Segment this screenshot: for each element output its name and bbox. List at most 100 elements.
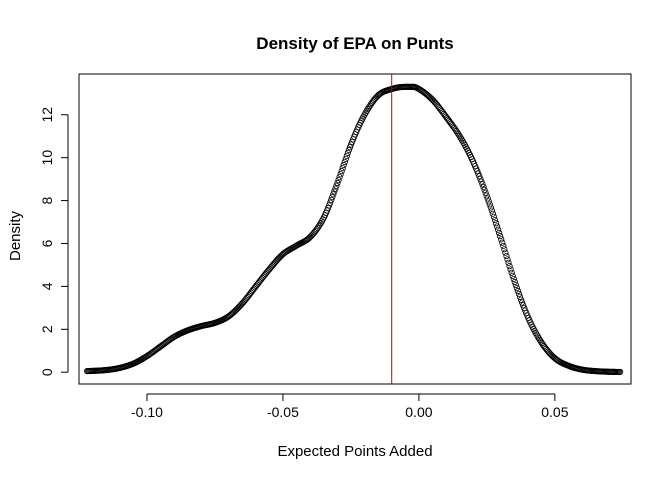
x-tick-label: 0.05: [541, 404, 568, 420]
density-point: [535, 335, 542, 342]
density-point: [501, 246, 508, 253]
density-point: [315, 223, 322, 230]
y-axis-label: Density: [7, 210, 24, 261]
density-point: [454, 129, 461, 136]
density-point: [507, 266, 514, 273]
density-point: [515, 290, 523, 298]
x-tick-label: -0.05: [267, 404, 299, 420]
density-point: [486, 201, 493, 208]
density-point: [336, 174, 343, 181]
density-point: [497, 233, 504, 240]
density-point: [233, 306, 240, 313]
density-point: [333, 182, 340, 189]
density-point: [481, 186, 488, 193]
density-point: [500, 242, 507, 250]
plot-frame: [78, 73, 632, 385]
density-point: [520, 302, 527, 309]
density-point: [503, 252, 510, 260]
x-tick-label: 0.00: [405, 404, 432, 420]
density-point: [341, 158, 348, 166]
density-point: [488, 207, 495, 214]
density-point: [343, 152, 350, 159]
density-point: [346, 144, 354, 151]
density-point: [552, 355, 559, 362]
density-point: [496, 229, 503, 237]
density-point: [477, 175, 484, 182]
density-point: [456, 132, 463, 140]
density-point: [307, 233, 314, 240]
density-point: [489, 210, 496, 217]
y-tick-label: 8: [39, 196, 55, 204]
y-tick-label: 6: [39, 239, 55, 247]
density-point: [491, 216, 499, 224]
density-point: [484, 195, 491, 202]
density-point: [485, 198, 492, 205]
density-point: [328, 196, 335, 204]
density-point: [508, 269, 515, 276]
density-point: [366, 102, 373, 109]
density-point: [479, 181, 486, 188]
density-point: [492, 220, 500, 227]
density-point: [511, 278, 518, 286]
density-point: [506, 263, 513, 270]
density-point: [547, 350, 554, 357]
y-tick-label: 0: [39, 368, 55, 376]
axes: -0.10 -0.05 0.00 0.05 0 2 4 6 8 10 12: [39, 107, 569, 420]
density-point: [513, 284, 520, 292]
density-point: [334, 179, 341, 187]
density-point: [339, 164, 346, 172]
density-point: [512, 281, 519, 289]
density-point: [232, 307, 239, 314]
density-point: [537, 338, 544, 345]
density-point: [482, 189, 489, 196]
density-point: [499, 239, 506, 246]
density-point: [505, 259, 512, 266]
density-point: [455, 131, 462, 138]
y-tick-label: 12: [39, 107, 55, 123]
density-point: [516, 293, 524, 300]
density-point: [536, 336, 543, 343]
density-point: [344, 149, 351, 156]
density-point: [332, 185, 339, 192]
density-point: [342, 155, 349, 162]
density-points: [84, 74, 624, 384]
density-point: [364, 106, 371, 113]
plot-area: [78, 73, 632, 385]
y-tick-label: 4: [39, 282, 55, 290]
density-point: [326, 202, 333, 209]
density-point: [494, 226, 502, 233]
density-point: [330, 191, 337, 198]
density-point: [345, 146, 353, 154]
density-point: [452, 126, 459, 133]
density-point: [275, 254, 283, 262]
density-point: [504, 256, 511, 263]
density-point: [514, 287, 522, 295]
density-point: [509, 272, 516, 279]
density-point: [428, 95, 435, 102]
density-point: [164, 338, 171, 345]
density-point: [236, 303, 243, 310]
density-point: [337, 171, 344, 178]
density-point: [235, 304, 242, 311]
density-point: [427, 94, 434, 101]
density-point: [340, 161, 347, 169]
y-tick-label: 10: [39, 150, 55, 166]
density-point: [314, 224, 321, 232]
density-point: [274, 255, 282, 263]
density-point: [363, 107, 370, 115]
density-point: [518, 299, 526, 306]
density-point: [546, 349, 553, 356]
density-point: [453, 127, 460, 135]
x-tick-label: -0.10: [131, 404, 163, 420]
density-point: [365, 104, 372, 111]
density-point: [493, 223, 501, 230]
density-point: [483, 192, 490, 199]
density-point: [329, 194, 336, 201]
density-point: [234, 305, 241, 312]
density-point: [480, 183, 487, 191]
density-point: [327, 199, 334, 206]
density-point: [498, 236, 505, 243]
chart-title: Density of EPA on Punts: [256, 34, 453, 53]
density-point: [316, 221, 323, 228]
